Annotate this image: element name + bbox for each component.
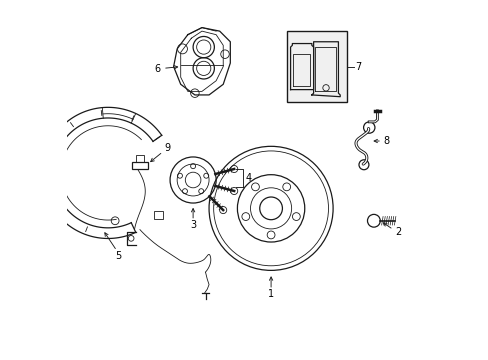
Bar bbox=[135, 155, 144, 162]
Text: 5: 5 bbox=[115, 251, 122, 261]
Text: 7: 7 bbox=[355, 62, 361, 72]
Text: 4: 4 bbox=[245, 173, 251, 183]
Text: 6: 6 bbox=[154, 64, 160, 74]
Text: 8: 8 bbox=[383, 136, 388, 146]
Text: 3: 3 bbox=[190, 220, 196, 230]
Text: 1: 1 bbox=[267, 289, 274, 300]
Bar bbox=[286, 31, 346, 102]
Text: 9: 9 bbox=[164, 143, 170, 153]
Text: 2: 2 bbox=[394, 227, 400, 237]
Bar bbox=[154, 211, 162, 219]
Bar bbox=[132, 162, 147, 169]
